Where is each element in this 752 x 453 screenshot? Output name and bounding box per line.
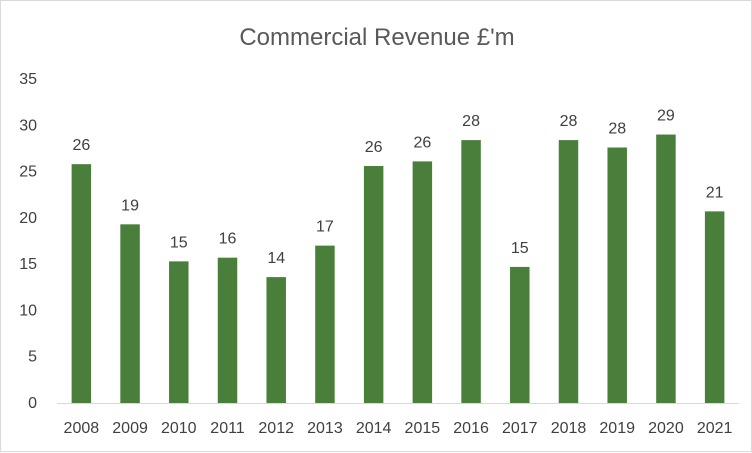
data-label-2021: 21 (706, 184, 724, 201)
data-label-2019: 28 (608, 121, 626, 138)
x-tick-label: 2008 (64, 420, 100, 437)
x-tick-label: 2010 (161, 420, 197, 437)
bar-2009 (120, 224, 140, 403)
bar-2020 (656, 134, 676, 404)
bar-2019 (607, 147, 627, 403)
data-label-2016: 28 (462, 113, 480, 130)
x-tick-label: 2020 (648, 420, 684, 437)
bar-2013 (315, 245, 335, 403)
bar-series (71, 134, 725, 404)
x-tick-label: 2012 (258, 420, 294, 437)
bar-2021 (704, 211, 725, 403)
data-label-2018: 28 (560, 113, 578, 130)
x-tick-label: 2019 (599, 420, 635, 437)
data-labels: 26 19 15 16 14 17 26 26 28 15 28 28 29 21 (72, 108, 723, 268)
x-tick-label: 2014 (356, 420, 392, 437)
bar-2015 (412, 161, 433, 403)
y-axis: 0 5 10 15 20 25 30 35 (19, 71, 37, 412)
x-tick-label: 2009 (112, 420, 148, 437)
data-label-2010: 15 (170, 234, 188, 251)
x-tick-label: 2013 (307, 420, 343, 437)
bar-2014 (363, 166, 384, 403)
data-label-2009: 19 (121, 197, 139, 214)
data-label-2011: 16 (219, 231, 237, 248)
data-label-2015: 26 (413, 134, 431, 151)
data-label-2012: 14 (267, 250, 285, 267)
bar-2017 (510, 266, 530, 403)
y-tick-label: 20 (19, 210, 37, 227)
data-label-2020: 29 (657, 108, 675, 125)
bar-2012 (266, 277, 286, 403)
bar-2011 (217, 257, 238, 403)
y-tick-label: 5 (28, 349, 37, 366)
data-label-2014: 26 (365, 139, 383, 156)
x-axis: 2008 2009 2010 2011 2012 2013 2014 2015 2016 2017… (57, 403, 739, 437)
x-tick-label: 2015 (405, 420, 441, 437)
y-tick-label: 25 (19, 164, 37, 181)
bar-2010 (169, 261, 189, 403)
y-tick-label: 15 (19, 256, 37, 273)
x-tick-label: 2016 (453, 420, 489, 437)
x-tick-label: 2018 (551, 420, 587, 437)
x-tick-label: 2021 (697, 420, 733, 437)
x-tick-label: 2017 (502, 420, 538, 437)
bar-2008 (71, 164, 92, 403)
y-tick-label: 0 (28, 395, 37, 412)
y-tick-label: 35 (19, 71, 37, 88)
y-tick-label: 30 (19, 117, 37, 134)
bar-2018 (558, 140, 579, 403)
data-label-2008: 26 (72, 137, 90, 154)
data-label-2017: 15 (511, 240, 529, 257)
y-tick-label: 10 (19, 302, 37, 319)
data-label-2013: 17 (316, 219, 334, 236)
x-tick-label: 2011 (210, 420, 245, 437)
bar-2016 (461, 140, 481, 403)
chart-title: Commercial Revenue £'m (239, 24, 514, 51)
